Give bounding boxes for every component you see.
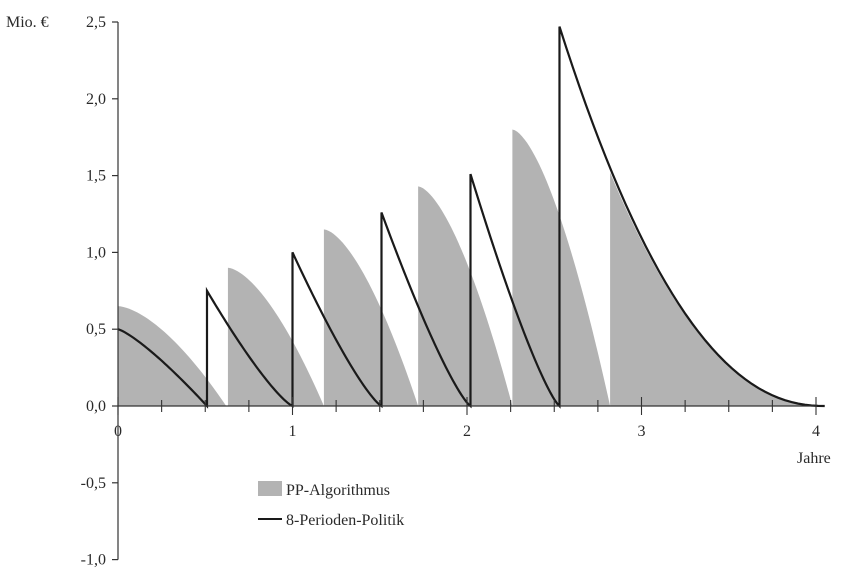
legend-swatch-pp-algorithmus [258, 481, 282, 496]
y-tick-label: 2,5 [86, 14, 106, 31]
x-tick-label: 0 [114, 423, 122, 440]
pp-area-segment-3 [323, 229, 419, 406]
policy-line-layer [117, 26, 825, 409]
legend-label-pp-algorithmus: PP-Algorithmus [286, 482, 390, 499]
pp-area-segment-4 [418, 186, 513, 406]
y-axis-label: Mio. € [6, 14, 49, 31]
y-tick-label: -0,5 [81, 475, 106, 492]
x-tick-label: 3 [638, 423, 646, 440]
x-axis-label: Jahre [797, 450, 831, 467]
axes-layer [117, 22, 815, 560]
policy-line [117, 26, 825, 409]
y-tick-label: 0,5 [86, 321, 106, 338]
pp-area-segment-6 [610, 172, 825, 406]
y-tick-label: 1,5 [86, 168, 106, 185]
pp-area-segment-1 [118, 306, 227, 406]
legend: PP-Algorithmus 8-Perioden-Politik [258, 481, 404, 529]
legend-label-8-perioden-politik: 8-Perioden-Politik [286, 512, 404, 529]
x-tick-label: 1 [289, 423, 297, 440]
y-tick-label: 1,0 [86, 244, 106, 261]
y-tick-label: -1,0 [81, 552, 106, 568]
y-tick-label: 0,0 [86, 398, 106, 415]
pp-area-layer [118, 129, 825, 406]
pp-area-segment-2 [227, 267, 324, 406]
pp-area-segment-5 [512, 129, 611, 406]
tick-layer: 2,5 2,0 1,5 1,0 0,5 0,0 -0,5 -1,0 0 1 2 3 4 [81, 14, 820, 568]
y-tick-label: 2,0 [86, 91, 106, 108]
x-tick-label: 2 [463, 423, 471, 440]
x-tick-label: 4 [812, 423, 820, 440]
